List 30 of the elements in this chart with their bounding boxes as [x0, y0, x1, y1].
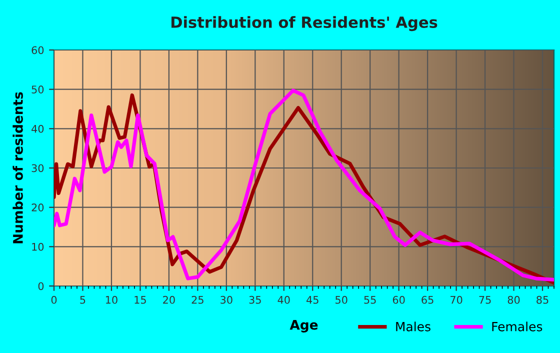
y-tick-label: 0 [38, 282, 44, 290]
x-tick-label: 0 [51, 296, 57, 304]
y-tick-label: 60 [32, 46, 44, 54]
x-tick-label: 40 [278, 296, 290, 304]
x-tick-label: 70 [450, 296, 462, 304]
x-tick-label: 10 [106, 296, 118, 304]
x-tick-label: 15 [134, 296, 146, 304]
x-tick-label: 25 [192, 296, 204, 304]
legend-label: Males [396, 322, 430, 332]
x-axis-title: Age [290, 320, 318, 332]
y-tick-label: 40 [32, 124, 44, 133]
y-tick-label: 10 [32, 242, 44, 251]
x-tick-label: 55 [364, 296, 376, 304]
x-tick-label: 5 [80, 296, 86, 304]
x-tick-label: 75 [479, 296, 491, 304]
chart-title: Distribution of Residents' Ages [171, 16, 438, 32]
x-tick-label: 80 [508, 296, 520, 304]
x-tick-label: 20 [163, 296, 175, 304]
x-tick-label: 65 [422, 296, 434, 304]
x-tick-label: 35 [249, 296, 261, 304]
x-tick-label: 50 [336, 296, 348, 304]
x-tick-label: 45 [306, 296, 318, 304]
x-tick-label: 30 [220, 296, 232, 304]
x-tick-label: 85 [536, 296, 548, 304]
x-tick-label: 60 [392, 296, 405, 304]
y-tick-label: 50 [32, 86, 44, 94]
y-tick-label: 30 [32, 164, 44, 172]
legend-label: Females [492, 322, 542, 332]
y-axis-title: Number of residents [12, 92, 23, 244]
y-tick-label: 20 [32, 204, 44, 212]
